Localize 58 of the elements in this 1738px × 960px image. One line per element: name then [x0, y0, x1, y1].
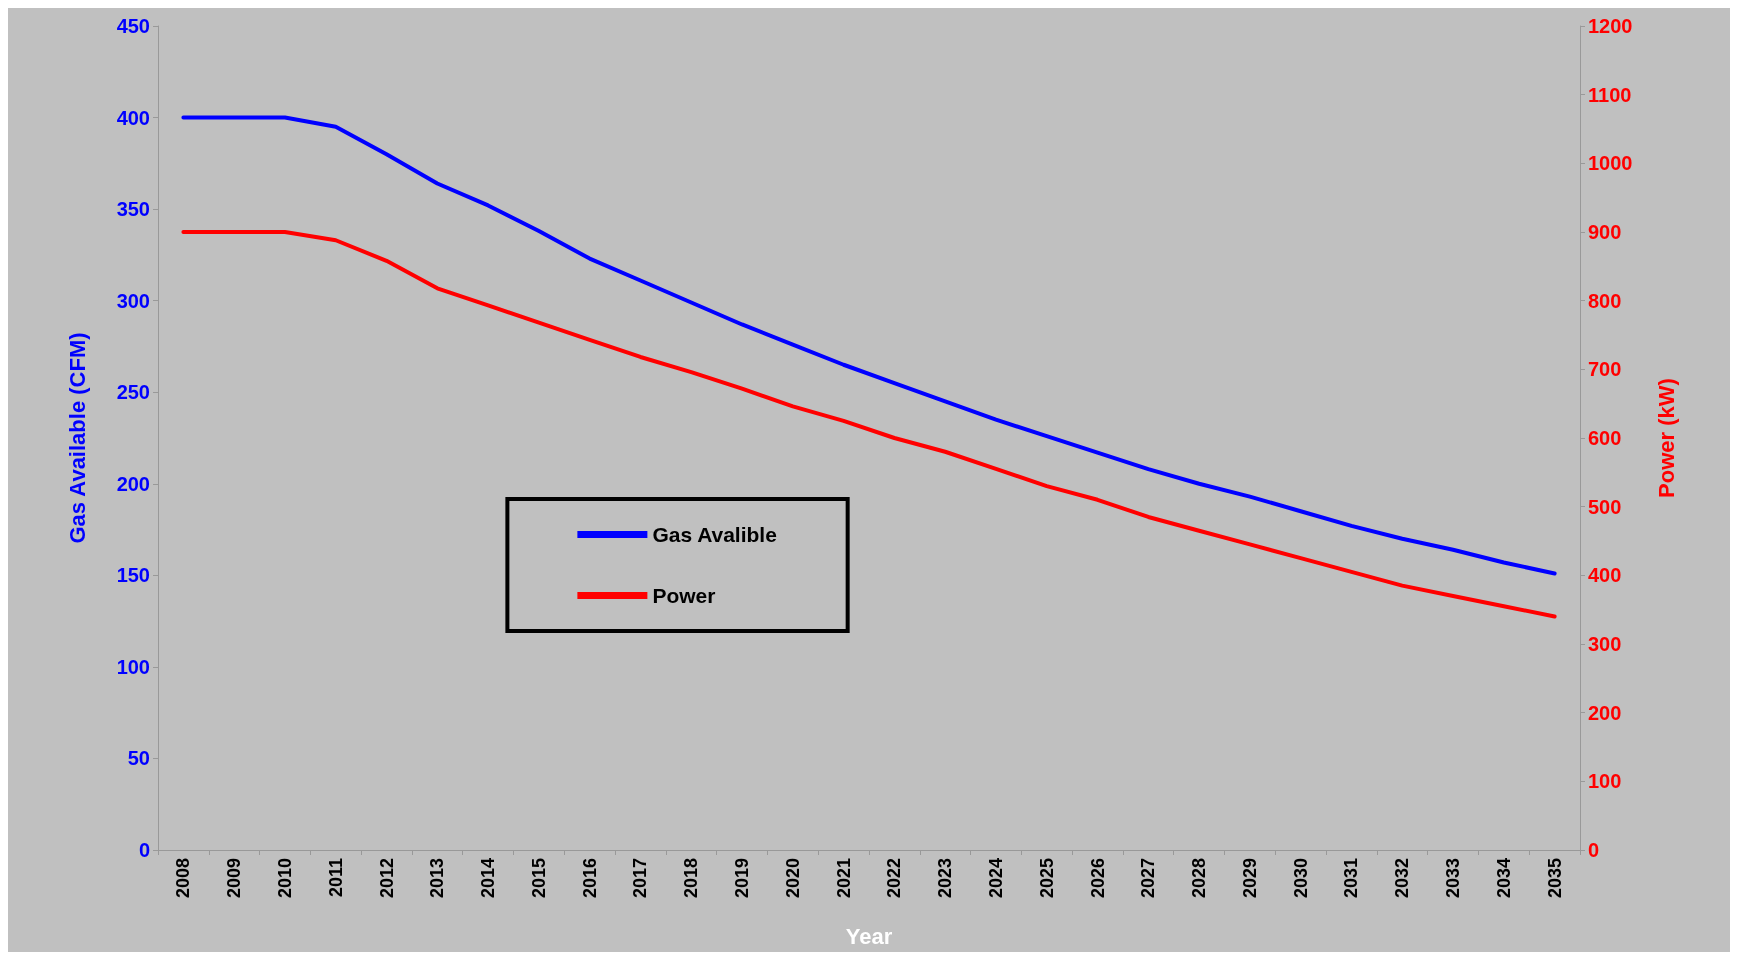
y-tick-label: 250 — [116, 381, 150, 404]
x-tick-label: 2015 — [528, 858, 549, 899]
y2-tick-label: 0 — [1588, 839, 1600, 861]
x-tick-label: 2021 — [833, 858, 854, 899]
legend-label: Power — [652, 583, 716, 607]
x-tick-label: 2031 — [1341, 858, 1362, 899]
y2-axis-title: Power (kW) — [1653, 378, 1679, 498]
x-tick-label: 2028 — [1189, 858, 1210, 899]
y2-tick-label: 1100 — [1588, 83, 1632, 106]
y2-tick-label: 300 — [1588, 633, 1622, 655]
x-tick-label: 2014 — [478, 858, 499, 899]
y2-tick-label: 400 — [1588, 564, 1622, 587]
y2-tick-label: 800 — [1588, 289, 1622, 312]
x-tick-label: 2026 — [1087, 858, 1108, 899]
x-tick-label: 2020 — [782, 858, 803, 899]
y2-tick-label: 600 — [1588, 427, 1622, 449]
x-tick-label: 2013 — [427, 858, 448, 899]
x-tick-label: 2008 — [173, 858, 194, 899]
x-tick-label: 2011 — [325, 858, 346, 898]
y2-tick-label: 100 — [1588, 770, 1622, 793]
y2-tick-label: 500 — [1588, 495, 1622, 518]
x-tick-label: 2035 — [1544, 858, 1565, 899]
y-tick-label: 100 — [116, 655, 150, 678]
x-tick-label: 2027 — [1138, 858, 1159, 899]
x-tick-label: 2030 — [1290, 858, 1311, 899]
y-tick-label: 150 — [116, 564, 150, 587]
x-tick-label: 2024 — [985, 858, 1006, 899]
x-tick-label: 2018 — [681, 858, 702, 899]
x-tick-label: 2017 — [630, 858, 651, 899]
x-tick-label: 2025 — [1036, 858, 1057, 899]
x-tick-label: 2032 — [1392, 858, 1413, 899]
y-axis-title: Gas Available (CFM) — [64, 332, 90, 544]
y-tick-label: 50 — [127, 747, 150, 770]
x-tick-label: 2034 — [1493, 858, 1514, 899]
y-tick-label: 200 — [116, 472, 150, 495]
x-tick-label: 2019 — [732, 858, 753, 899]
x-tick-label: 2016 — [579, 858, 600, 899]
x-tick-label: 2029 — [1239, 858, 1260, 899]
y2-tick-label: 900 — [1588, 221, 1622, 243]
y-tick-label: 0 — [138, 839, 150, 861]
x-tick-label: 2033 — [1443, 858, 1464, 899]
y-tick-label: 300 — [116, 289, 150, 312]
y2-tick-label: 700 — [1588, 358, 1622, 381]
line-series — [181, 115, 1557, 576]
legend-label: Gas Avalible — [652, 522, 777, 546]
y-tick-label: 450 — [116, 15, 150, 37]
line-series — [181, 230, 1557, 619]
x-axis-title: Year — [845, 923, 893, 949]
x-tick-label: 2022 — [884, 858, 905, 899]
y2-tick-label: 1200 — [1588, 15, 1633, 37]
y-tick-label: 350 — [116, 198, 150, 221]
y-tick-label: 400 — [116, 106, 150, 129]
x-tick-label: 2023 — [935, 858, 956, 899]
x-tick-label: 2009 — [224, 858, 245, 899]
x-tick-label: 2012 — [376, 858, 397, 899]
y2-tick-label: 1000 — [1588, 152, 1633, 175]
x-tick-label: 2010 — [274, 858, 295, 899]
y2-tick-label: 200 — [1588, 701, 1622, 724]
